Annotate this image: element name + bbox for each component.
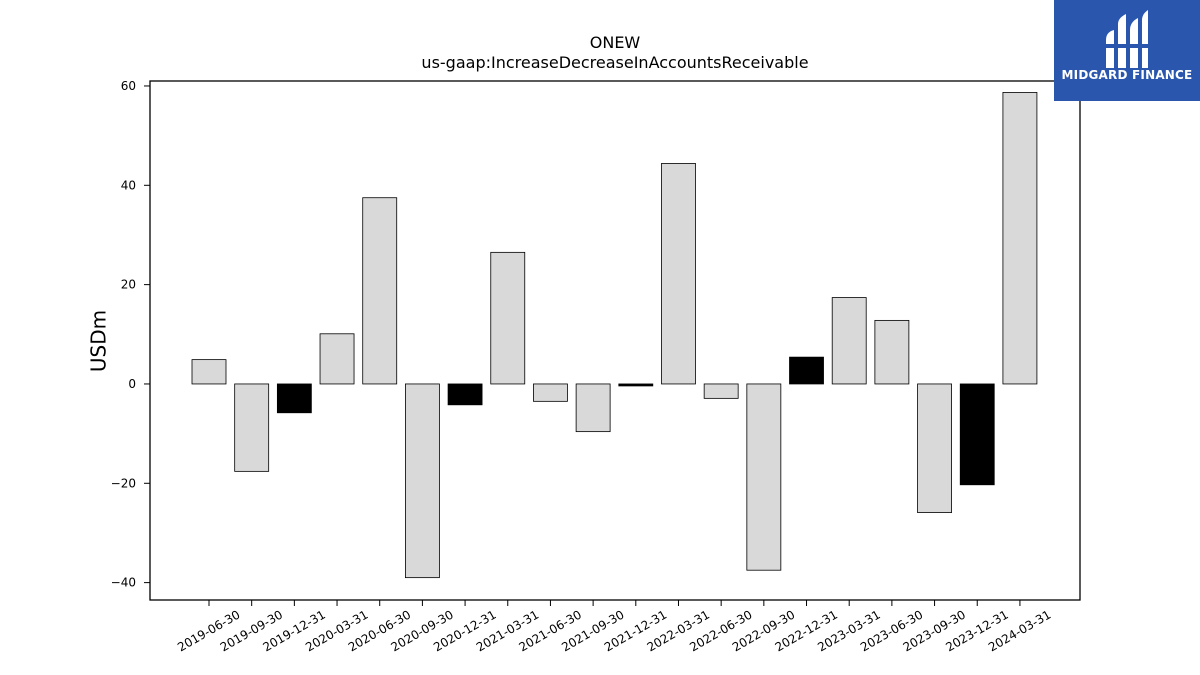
plot-frame (149, 80, 1081, 601)
y-tick-label: 60 (121, 79, 136, 93)
logo-text: MIDGARD FINANCE (1061, 68, 1193, 82)
y-tick-label: −40 (111, 576, 136, 590)
bar-2019-09-30 (234, 383, 270, 472)
chart-subtitle: us-gaap:IncreaseDecreaseInAccountsReceiv… (421, 53, 809, 72)
bar-2023-06-30 (874, 319, 910, 385)
logo-mark-icon (1106, 10, 1148, 68)
bar-2022-12-31 (789, 356, 824, 385)
y-tick-label: 0 (128, 377, 136, 391)
midgard-finance-logo: MIDGARD FINANCE (1054, 0, 1200, 101)
chart-title: ONEW (589, 33, 641, 52)
bar-2023-09-30 (917, 383, 952, 513)
bar-2024-03-31 (1002, 92, 1038, 385)
bar-2022-09-30 (746, 383, 782, 571)
bar-2023-03-31 (831, 297, 867, 385)
y-tick-label: 40 (121, 178, 136, 192)
bar-2021-12-31 (618, 383, 654, 387)
bar-2019-06-30 (191, 359, 227, 385)
x-axis: 2019-06-302019-09-302019-12-312020-03-31… (175, 600, 1053, 654)
bar-2020-03-31 (319, 333, 355, 385)
y-tick-label: 20 (121, 278, 136, 292)
bar-2021-03-31 (490, 251, 526, 385)
bar-2021-09-30 (575, 383, 611, 433)
bar-2023-12-31 (959, 383, 995, 486)
bar-2022-06-30 (703, 383, 739, 399)
bars-group (191, 92, 1038, 579)
bar-2020-12-31 (447, 383, 483, 406)
bar-2019-12-31 (276, 383, 312, 414)
y-tick-label: −20 (111, 476, 136, 490)
bar-2020-09-30 (404, 383, 440, 579)
y-axis-label: USDm (87, 310, 111, 372)
y-axis: −40 −20 0 20 40 60 (111, 79, 150, 590)
bar-2022-03-31 (661, 163, 696, 385)
bar-2021-06-30 (533, 383, 568, 402)
bar-2020-06-30 (362, 197, 398, 385)
